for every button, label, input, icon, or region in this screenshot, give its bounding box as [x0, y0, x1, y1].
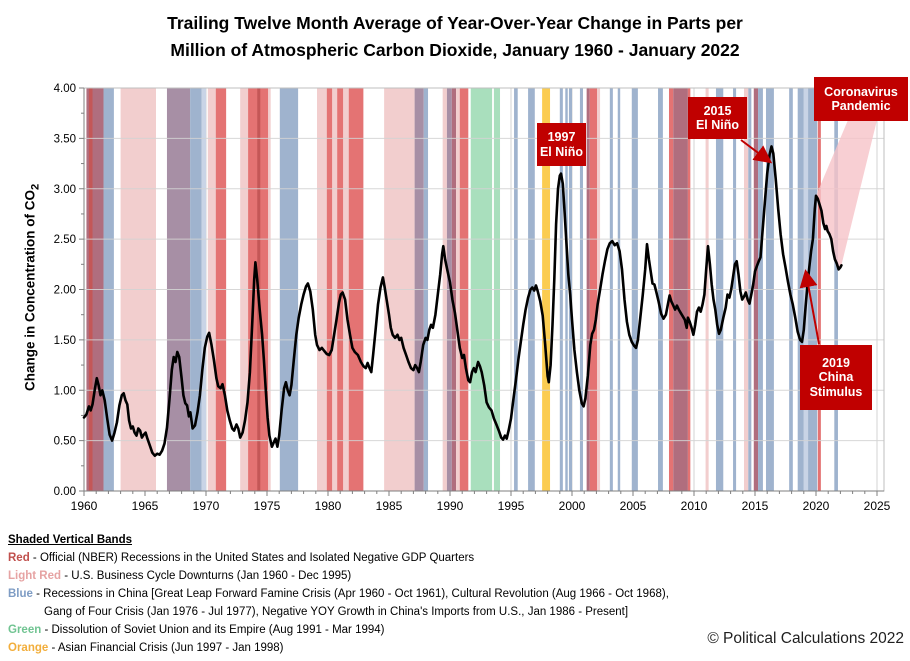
legend-text: - Dissolution of Soviet Union and its Em… — [41, 624, 385, 636]
legend-text: - Recessions in China [Great Leap Forwar… — [32, 588, 669, 600]
legend-term-orange: Orange — [8, 642, 49, 654]
y-tick-label: 4.00 — [54, 83, 76, 95]
chart-title-line2: Million of Atmospheric Carbon Dioxide, J… — [170, 40, 740, 60]
legend-item-green: Green - Dissolution of Soviet Union and … — [8, 621, 669, 639]
legend-item-blue-continued: Gang of Four Crisis (Jan 1976 - Jul 1977… — [8, 603, 669, 621]
annotation-line: Coronavirus — [824, 84, 898, 99]
legend-heading: Shaded Vertical Bands — [8, 534, 132, 546]
annotation-line: 2019 — [822, 355, 850, 370]
y-tick-label: 2.50 — [54, 234, 76, 246]
annotation-arrow — [740, 139, 773, 164]
x-tick-label: 1975 — [254, 499, 281, 513]
y-tick-label: 3.00 — [54, 184, 76, 196]
x-tick-label: 1995 — [498, 499, 525, 513]
x-tick-label: 1970 — [193, 499, 220, 513]
copyright: © Political Calculations 2022 — [707, 630, 904, 647]
annotation-line: Pandemic — [831, 99, 891, 113]
axis-ticks — [79, 87, 878, 496]
x-tick-label: 2000 — [559, 499, 586, 513]
chart-title-line1: Trailing Twelve Month Average of Year-Ov… — [167, 13, 743, 33]
y-tick-label: 1.00 — [54, 385, 76, 397]
y-tick-label: 3.50 — [54, 133, 76, 145]
axis-tick-labels: 1960 1965 1970 1975 1980 1985 1990 1995 2000 2005… — [54, 83, 891, 513]
legend-item-red: Red - Official (NBER) Recessions in the … — [8, 549, 669, 567]
x-tick-label: 1960 — [71, 499, 98, 513]
coronavirus-wedge — [816, 120, 877, 270]
annotation-line: China — [818, 370, 854, 385]
annotation-coronavirus-pandemic: Coronavirus Pandemic — [814, 77, 908, 121]
annotation-line: 2015 — [703, 103, 732, 118]
legend-text: - Asian Financial Crisis (Jun 1997 - Jan… — [48, 642, 284, 654]
legend: Shaded Vertical Bands Red - Official (NB… — [8, 531, 669, 657]
legend-item-blue: Blue - Recessions in China [Great Leap F… — [8, 585, 669, 603]
annotation-line: Stimulus — [809, 384, 863, 399]
x-tick-label: 1985 — [376, 499, 403, 513]
annotation-2015-el-nino: 2015 El Niño — [688, 97, 747, 139]
legend-item-light-red: Light Red - U.S. Business Cycle Downturn… — [8, 567, 669, 585]
x-tick-label: 1980 — [315, 499, 342, 513]
x-tick-label: 2010 — [681, 499, 708, 513]
co2-line-chart: 1960 1965 1970 1975 1980 1985 1990 1995 2000 2005… — [54, 83, 891, 513]
annotation-1997-el-nino: 1997 El Niño — [537, 123, 586, 166]
x-tick-label: 2025 — [864, 499, 891, 513]
annotation-arrow — [799, 269, 820, 345]
annotation-2019-china-stimulus: 2019 China Stimulus — [800, 345, 872, 410]
co2-series-line — [82, 145, 843, 458]
y-tick-label: 2.00 — [54, 285, 76, 297]
x-tick-label: 2005 — [620, 499, 647, 513]
legend-term-blue: Blue — [8, 588, 33, 600]
x-tick-label: 1965 — [132, 499, 159, 513]
chart-title: Trailing Twelve Month Average of Year-Ov… — [0, 10, 910, 64]
annotation-line: El Niño — [539, 144, 584, 159]
x-tick-label: 2020 — [803, 499, 830, 513]
x-tick-label: 1990 — [437, 499, 464, 513]
y-tick-label: 0.50 — [54, 436, 76, 448]
y-tick-label: 1.50 — [54, 335, 76, 347]
legend-text: Gang of Four Crisis (Jan 1976 - Jul 1977… — [44, 606, 629, 618]
annotation-line: 1997 — [547, 130, 576, 144]
x-tick-label: 2015 — [742, 499, 769, 513]
y-tick-label: 0.00 — [54, 486, 76, 498]
legend-text: - U.S. Business Cycle Downturns (Jan 196… — [61, 570, 352, 582]
legend-text: - Official (NBER) Recessions in the Unit… — [29, 552, 475, 564]
legend-term-light-red: Light Red — [8, 570, 62, 582]
annotation-line: El Niño — [695, 118, 740, 132]
legend-item-orange: Orange - Asian Financial Crisis (Jun 199… — [8, 639, 669, 657]
legend-term-red: Red — [8, 552, 30, 564]
legend-term-green: Green — [8, 624, 42, 636]
annotation-arrows — [740, 139, 820, 345]
